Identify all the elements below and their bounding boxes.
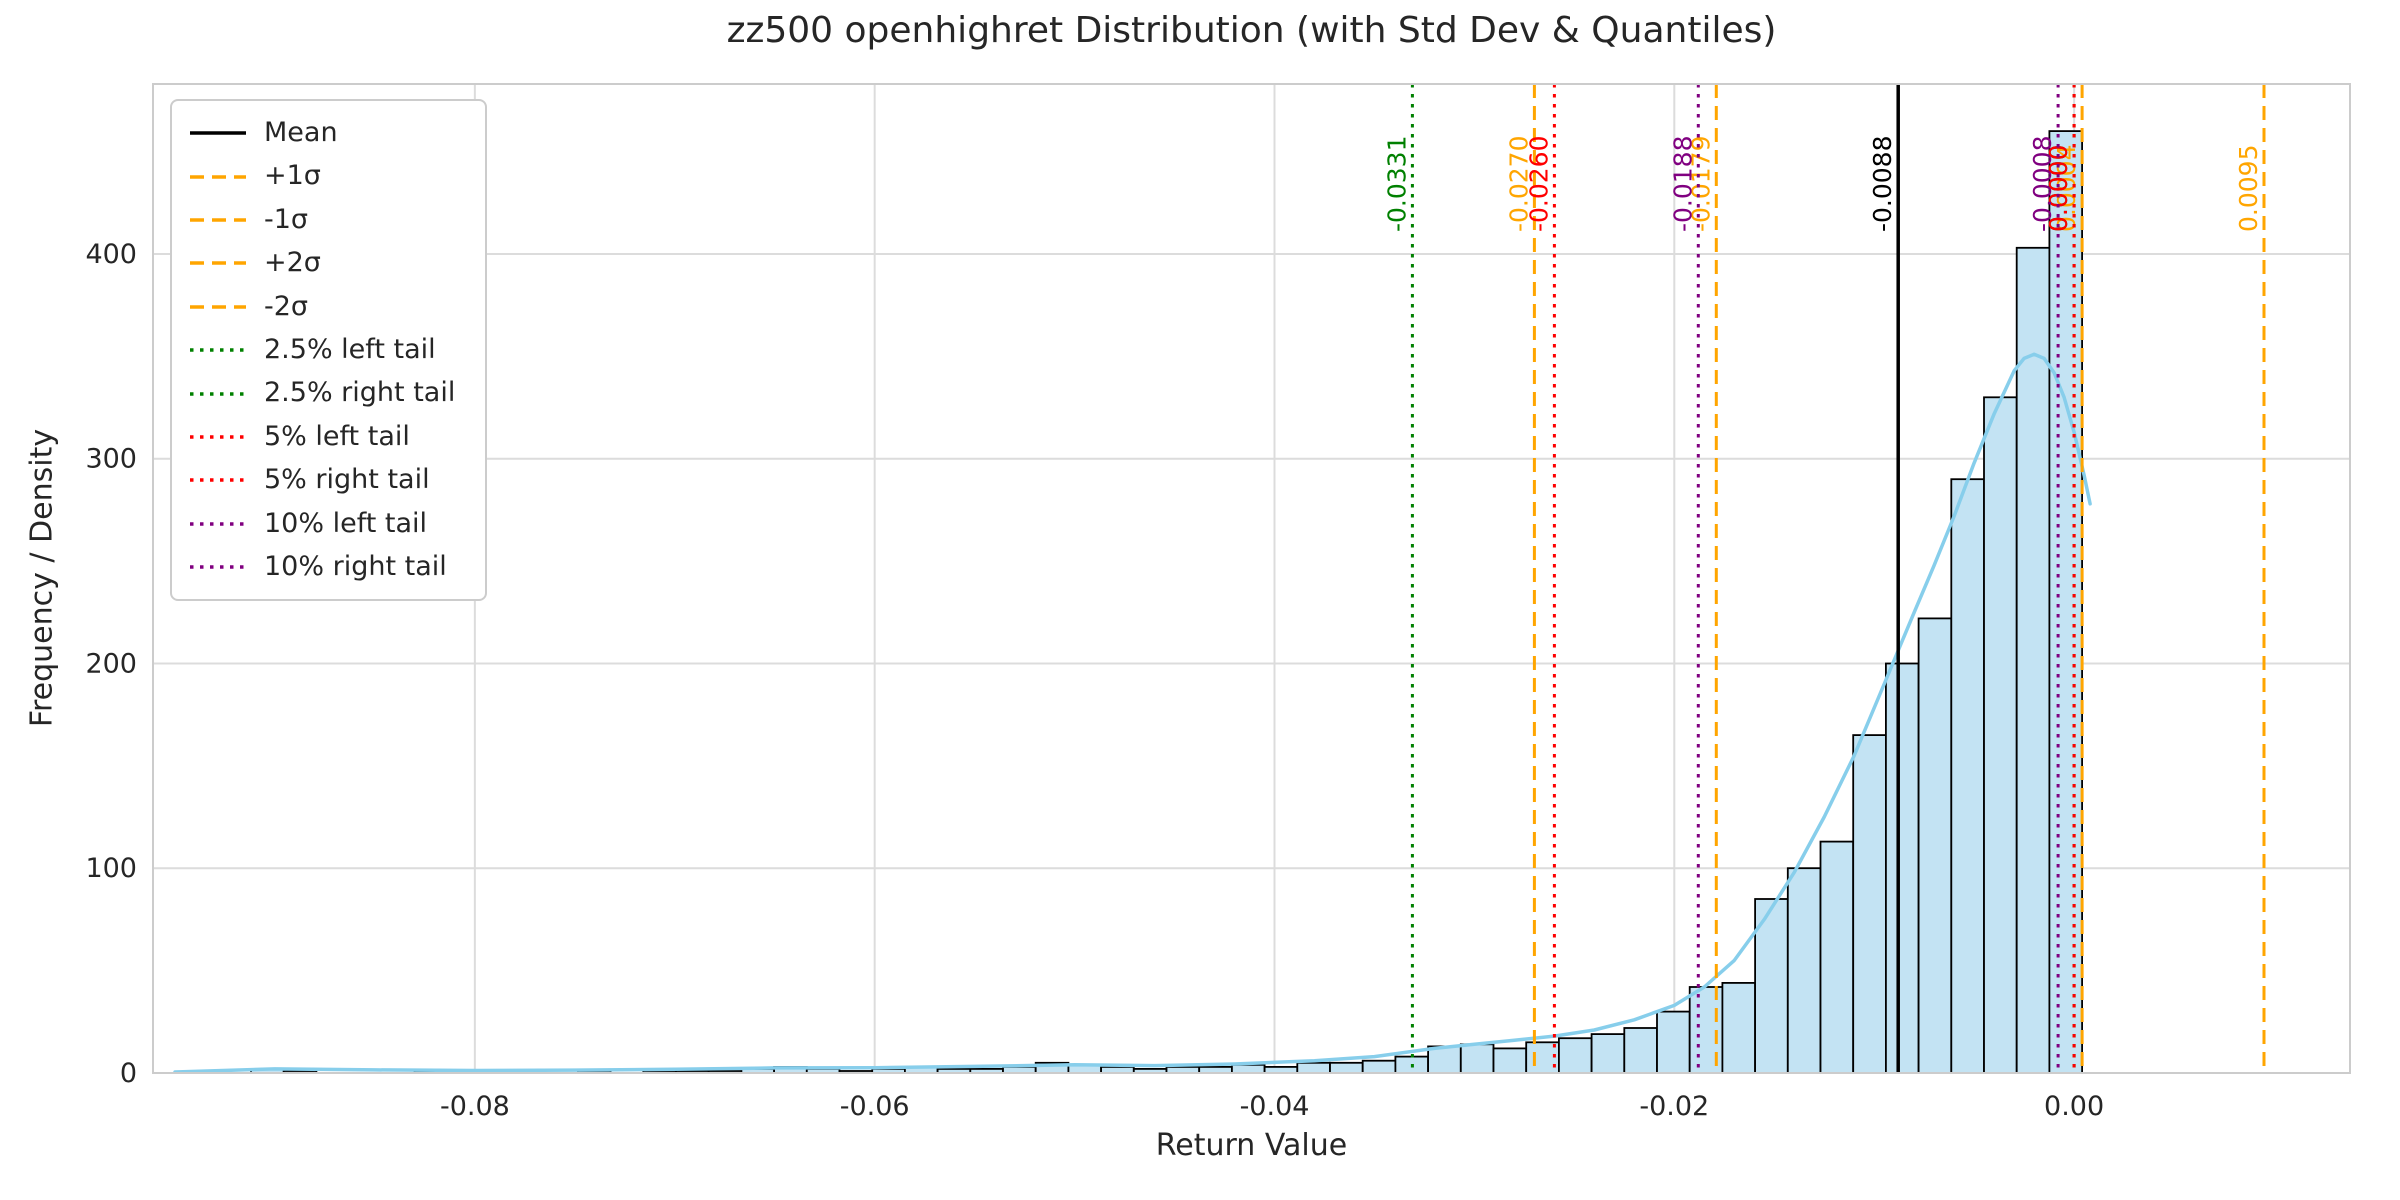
vline-label: -0.0188 <box>1668 136 1697 233</box>
vline-label: 0.0095 <box>2234 145 2263 232</box>
legend-label: 2.5% left tail <box>264 333 436 365</box>
legend-label: 5% left tail <box>264 420 410 452</box>
histogram-bar <box>1852 734 1887 1074</box>
legend-item: +1σ <box>190 160 455 192</box>
histogram-bar <box>1492 1047 1528 1074</box>
histogram-bar <box>1656 1010 1691 1074</box>
legend-label: -1σ <box>264 203 309 235</box>
x-tick-label: -0.04 <box>1240 1091 1310 1122</box>
x-axis-label: Return Value <box>1155 1128 1348 1163</box>
y-tick-label: 400 <box>85 239 137 270</box>
legend-label: 10% right tail <box>264 550 447 582</box>
histogram-bar <box>1361 1059 1397 1074</box>
legend-item: 2.5% right tail <box>190 377 455 409</box>
legend-label: Mean <box>264 117 338 148</box>
legend-line-sample-icon <box>190 218 246 222</box>
legend-item: 10% right tail <box>190 551 455 583</box>
histogram-bar <box>1231 1063 1266 1074</box>
legend-item: +2σ <box>190 247 455 279</box>
histogram-bar <box>1983 396 2018 1074</box>
legend-line-sample-icon <box>190 522 246 526</box>
x-tick-labels: -0.08 -0.06 -0.04 -0.02 0.00 <box>440 1091 2104 1122</box>
legend-label: 2.5% right tail <box>264 377 456 409</box>
vline-label: -0.0331 <box>1382 136 1411 233</box>
vline-label: -0.0260 <box>1524 136 1553 233</box>
histogram-bars <box>250 130 2083 1074</box>
histogram-bar <box>1917 617 1953 1074</box>
x-tick-label: -0.08 <box>440 1091 510 1122</box>
y-tick-label: 0 <box>120 1058 137 1089</box>
histogram-bar <box>1819 840 1855 1074</box>
legend-line-sample-icon <box>190 174 246 179</box>
y-axis-label: Frequency / Density <box>24 428 60 728</box>
histogram-bar <box>1590 1033 1626 1074</box>
histogram-bar <box>1459 1043 1495 1074</box>
histogram-bar <box>1786 867 1822 1074</box>
legend-line-sample-icon <box>190 478 246 483</box>
legend-line-sample-icon <box>190 348 246 352</box>
legend-item: 2.5% left tail <box>190 334 455 366</box>
vline-label: -0.0179 <box>1686 136 1715 233</box>
histogram-bar <box>2015 246 2051 1074</box>
y-tick-label: 100 <box>85 853 137 884</box>
histogram-bar <box>1427 1045 1462 1074</box>
histogram-bar <box>2048 130 2083 1074</box>
legend-label: +2σ <box>264 247 321 279</box>
vline-label: -0.0270 <box>1504 136 1533 233</box>
legend-item: Mean <box>190 117 455 149</box>
legend-item: 5% left tail <box>190 421 455 453</box>
x-tick-label: -0.06 <box>840 1091 910 1122</box>
histogram-bar <box>1329 1061 1364 1074</box>
legend-label: -2σ <box>264 290 309 322</box>
legend-line-sample-icon <box>190 565 246 569</box>
x-tick-label: -0.02 <box>1639 1091 1709 1122</box>
y-tick-labels: 0 100 200 300 400 <box>85 239 137 1089</box>
legend-label: 5% right tail <box>264 464 430 496</box>
x-tick-label: 0.00 <box>2044 1091 2104 1122</box>
histogram-bar <box>1885 662 1920 1074</box>
histogram-bar <box>1623 1027 1658 1074</box>
y-tick-label: 300 <box>85 444 137 475</box>
stat-vlines: -0.0088 0.0004-0.0179 0.0095-0.0270-0.0331… <box>1382 84 2266 1073</box>
legend-line-sample-icon <box>190 131 246 135</box>
legend-line-sample-icon <box>190 435 246 439</box>
legend-item: -2σ <box>190 291 455 323</box>
plot-border <box>152 83 2351 1074</box>
legend-item: 10% left tail <box>190 508 455 540</box>
legend: Mean +1σ -1σ +2σ -2σ 2.5% left tail 2.5% right… <box>170 99 488 602</box>
y-tick-label: 200 <box>85 649 137 680</box>
legend-label: 10% left tail <box>264 507 428 539</box>
legend-item: -1σ <box>190 204 455 236</box>
histogram-bar <box>1721 982 1757 1074</box>
histogram-bar <box>1950 478 1985 1074</box>
histogram-bar <box>1558 1037 1593 1074</box>
legend-line-sample-icon <box>190 261 246 266</box>
legend-item: 5% right tail <box>190 464 455 496</box>
legend-line-sample-icon <box>190 391 246 396</box>
vline-label: -0.0008 <box>2028 136 2057 233</box>
kde-curve <box>173 352 2092 1074</box>
legend-label: +1σ <box>264 160 321 192</box>
histogram-bar <box>1296 1061 1331 1074</box>
vline-label: -0.0088 <box>1868 136 1897 233</box>
legend-line-sample-icon <box>190 305 246 309</box>
chart-title: zz500 openhighret Distribution (with Std… <box>726 10 1777 51</box>
